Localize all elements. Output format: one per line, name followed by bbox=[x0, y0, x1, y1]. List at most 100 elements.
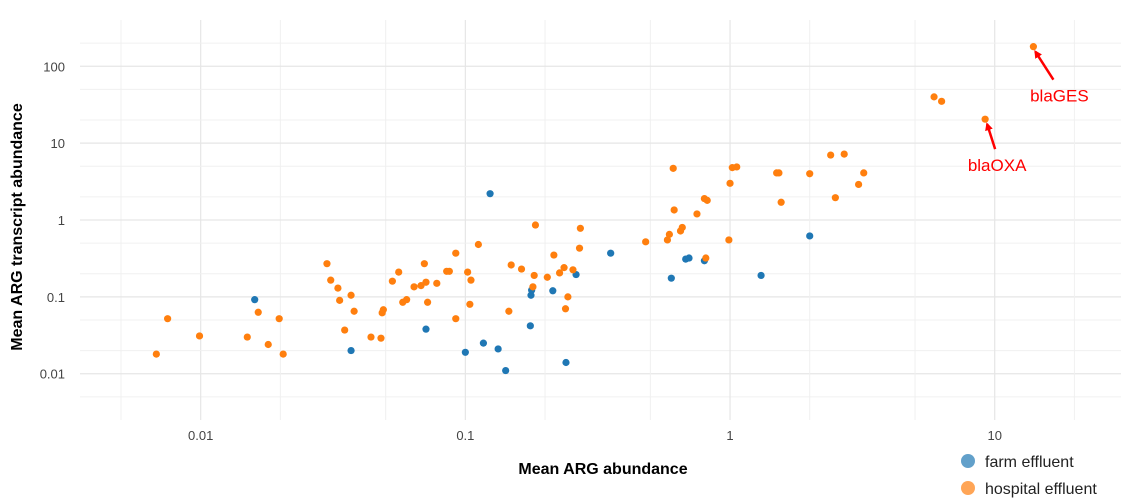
data-point-hospital-effluent[interactable] bbox=[334, 284, 342, 292]
data-point-farm-effluent[interactable] bbox=[685, 254, 693, 262]
data-point-hospital-effluent[interactable] bbox=[555, 269, 564, 277]
data-point-hospital-effluent[interactable] bbox=[1029, 43, 1037, 51]
grid-lines bbox=[80, 20, 1121, 420]
annotations: blaGES blaOXA bbox=[968, 49, 1089, 175]
data-point-hospital-effluent[interactable] bbox=[341, 326, 349, 334]
data-point-hospital-effluent[interactable] bbox=[467, 276, 475, 284]
x-axis-title: Mean ARG abundance bbox=[518, 461, 687, 478]
data-point-hospital-effluent[interactable] bbox=[575, 244, 584, 252]
data-point-hospital-effluent[interactable] bbox=[507, 261, 515, 269]
data-point-hospital-effluent[interactable] bbox=[678, 223, 686, 232]
legend-label-farm-effluent: farm effluent bbox=[985, 454, 1074, 471]
data-point-hospital-effluent[interactable] bbox=[445, 267, 453, 275]
data-point-hospital-effluent[interactable] bbox=[550, 251, 558, 259]
y-tick-label: 0.1 bbox=[47, 290, 65, 305]
data-point-hospital-effluent[interactable] bbox=[663, 236, 672, 244]
data-point-hospital-effluent[interactable] bbox=[505, 307, 513, 315]
data-point-farm-effluent[interactable] bbox=[486, 190, 494, 198]
data-point-hospital-effluent[interactable] bbox=[733, 163, 741, 171]
data-point-hospital-effluent[interactable] bbox=[323, 260, 331, 268]
data-point-hospital-effluent[interactable] bbox=[410, 283, 418, 291]
data-point-hospital-effluent[interactable] bbox=[561, 305, 570, 313]
data-point-hospital-effluent[interactable] bbox=[531, 221, 540, 229]
data-point-farm-effluent[interactable] bbox=[757, 271, 765, 280]
data-point-farm-effluent[interactable] bbox=[502, 366, 510, 375]
data-point-hospital-effluent[interactable] bbox=[164, 315, 172, 323]
data-point-farm-effluent[interactable] bbox=[526, 322, 534, 330]
data-point-hospital-effluent[interactable] bbox=[474, 240, 482, 249]
data-point-hospital-effluent[interactable] bbox=[243, 333, 251, 341]
data-point-farm-effluent[interactable] bbox=[607, 249, 615, 257]
data-point-farm-effluent[interactable] bbox=[667, 274, 675, 282]
legend-item-hospital-effluent[interactable]: hospital effluent bbox=[961, 481, 1097, 498]
data-point-hospital-effluent[interactable] bbox=[725, 236, 733, 244]
data-point-hospital-effluent[interactable] bbox=[775, 169, 783, 177]
data-point-hospital-effluent[interactable] bbox=[702, 254, 710, 262]
data-point-hospital-effluent[interactable] bbox=[938, 97, 946, 105]
data-point-hospital-effluent[interactable] bbox=[422, 278, 430, 286]
data-point-hospital-effluent[interactable] bbox=[433, 279, 441, 287]
data-point-hospital-effluent[interactable] bbox=[336, 296, 344, 304]
data-point-hospital-effluent[interactable] bbox=[930, 93, 938, 101]
data-point-hospital-effluent[interactable] bbox=[981, 115, 989, 123]
legend-label-hospital-effluent: hospital effluent bbox=[985, 481, 1097, 498]
data-point-farm-effluent[interactable] bbox=[422, 325, 430, 333]
data-point-hospital-effluent[interactable] bbox=[466, 300, 474, 308]
data-point-farm-effluent[interactable] bbox=[461, 348, 469, 356]
data-point-hospital-effluent[interactable] bbox=[576, 224, 584, 232]
data-point-hospital-effluent[interactable] bbox=[529, 283, 537, 291]
data-point-hospital-effluent[interactable] bbox=[669, 164, 677, 172]
data-point-hospital-effluent[interactable] bbox=[564, 293, 572, 301]
x-tick-label: 0.1 bbox=[456, 428, 474, 443]
data-point-hospital-effluent[interactable] bbox=[854, 180, 863, 189]
data-point-farm-effluent[interactable] bbox=[494, 345, 502, 353]
data-point-farm-effluent[interactable] bbox=[479, 339, 488, 347]
data-point-hospital-effluent[interactable] bbox=[693, 210, 701, 218]
data-point-hospital-effluent[interactable] bbox=[350, 307, 358, 315]
data-point-hospital-effluent[interactable] bbox=[860, 169, 868, 177]
data-point-hospital-effluent[interactable] bbox=[806, 170, 814, 178]
data-point-hospital-effluent[interactable] bbox=[327, 276, 335, 284]
data-point-hospital-effluent[interactable] bbox=[423, 298, 432, 306]
data-point-hospital-effluent[interactable] bbox=[395, 268, 403, 276]
data-point-hospital-effluent[interactable] bbox=[367, 333, 375, 341]
data-point-farm-effluent[interactable] bbox=[347, 346, 355, 355]
data-point-hospital-effluent[interactable] bbox=[195, 332, 204, 340]
legend-item-farm-effluent[interactable]: farm effluent bbox=[961, 454, 1074, 471]
data-point-hospital-effluent[interactable] bbox=[377, 334, 385, 342]
data-point-hospital-effluent[interactable] bbox=[726, 179, 734, 187]
data-point-hospital-effluent[interactable] bbox=[560, 264, 568, 272]
data-point-hospital-effluent[interactable] bbox=[543, 273, 551, 281]
data-point-farm-effluent[interactable] bbox=[251, 296, 259, 304]
data-point-farm-effluent[interactable] bbox=[562, 358, 570, 367]
data-point-hospital-effluent[interactable] bbox=[279, 350, 287, 358]
data-point-hospital-effluent[interactable] bbox=[642, 238, 650, 246]
data-point-hospital-effluent[interactable] bbox=[464, 268, 472, 276]
data-point-hospital-effluent[interactable] bbox=[831, 194, 839, 202]
data-point-hospital-effluent[interactable] bbox=[152, 350, 160, 358]
data-point-hospital-effluent[interactable] bbox=[275, 315, 283, 323]
data-point-hospital-effluent[interactable] bbox=[379, 306, 387, 314]
data-point-hospital-effluent[interactable] bbox=[264, 340, 272, 349]
data-point-hospital-effluent[interactable] bbox=[452, 315, 460, 323]
data-point-hospital-effluent[interactable] bbox=[840, 150, 848, 158]
data-point-hospital-effluent[interactable] bbox=[388, 277, 396, 285]
data-point-hospital-effluent[interactable] bbox=[530, 271, 538, 280]
data-point-hospital-effluent[interactable] bbox=[665, 230, 673, 238]
data-point-hospital-effluent[interactable] bbox=[254, 308, 262, 316]
annotation-arrow-blaoxa bbox=[985, 122, 997, 150]
data-point-hospital-effluent[interactable] bbox=[827, 151, 835, 159]
data-point-hospital-effluent[interactable] bbox=[517, 265, 526, 273]
data-point-farm-effluent[interactable] bbox=[549, 287, 557, 295]
data-point-farm-effluent[interactable] bbox=[806, 232, 814, 240]
data-point-hospital-effluent[interactable] bbox=[703, 196, 711, 204]
data-point-hospital-effluent[interactable] bbox=[670, 206, 678, 214]
data-point-hospital-effluent[interactable] bbox=[403, 296, 411, 304]
data-point-hospital-effluent[interactable] bbox=[420, 260, 428, 268]
data-point-hospital-effluent[interactable] bbox=[452, 249, 460, 257]
data-point-hospital-effluent[interactable] bbox=[777, 198, 785, 206]
data-point-hospital-effluent[interactable] bbox=[569, 266, 577, 274]
y-tick-label: 1 bbox=[58, 213, 65, 228]
data-point-hospital-effluent[interactable] bbox=[347, 291, 355, 299]
